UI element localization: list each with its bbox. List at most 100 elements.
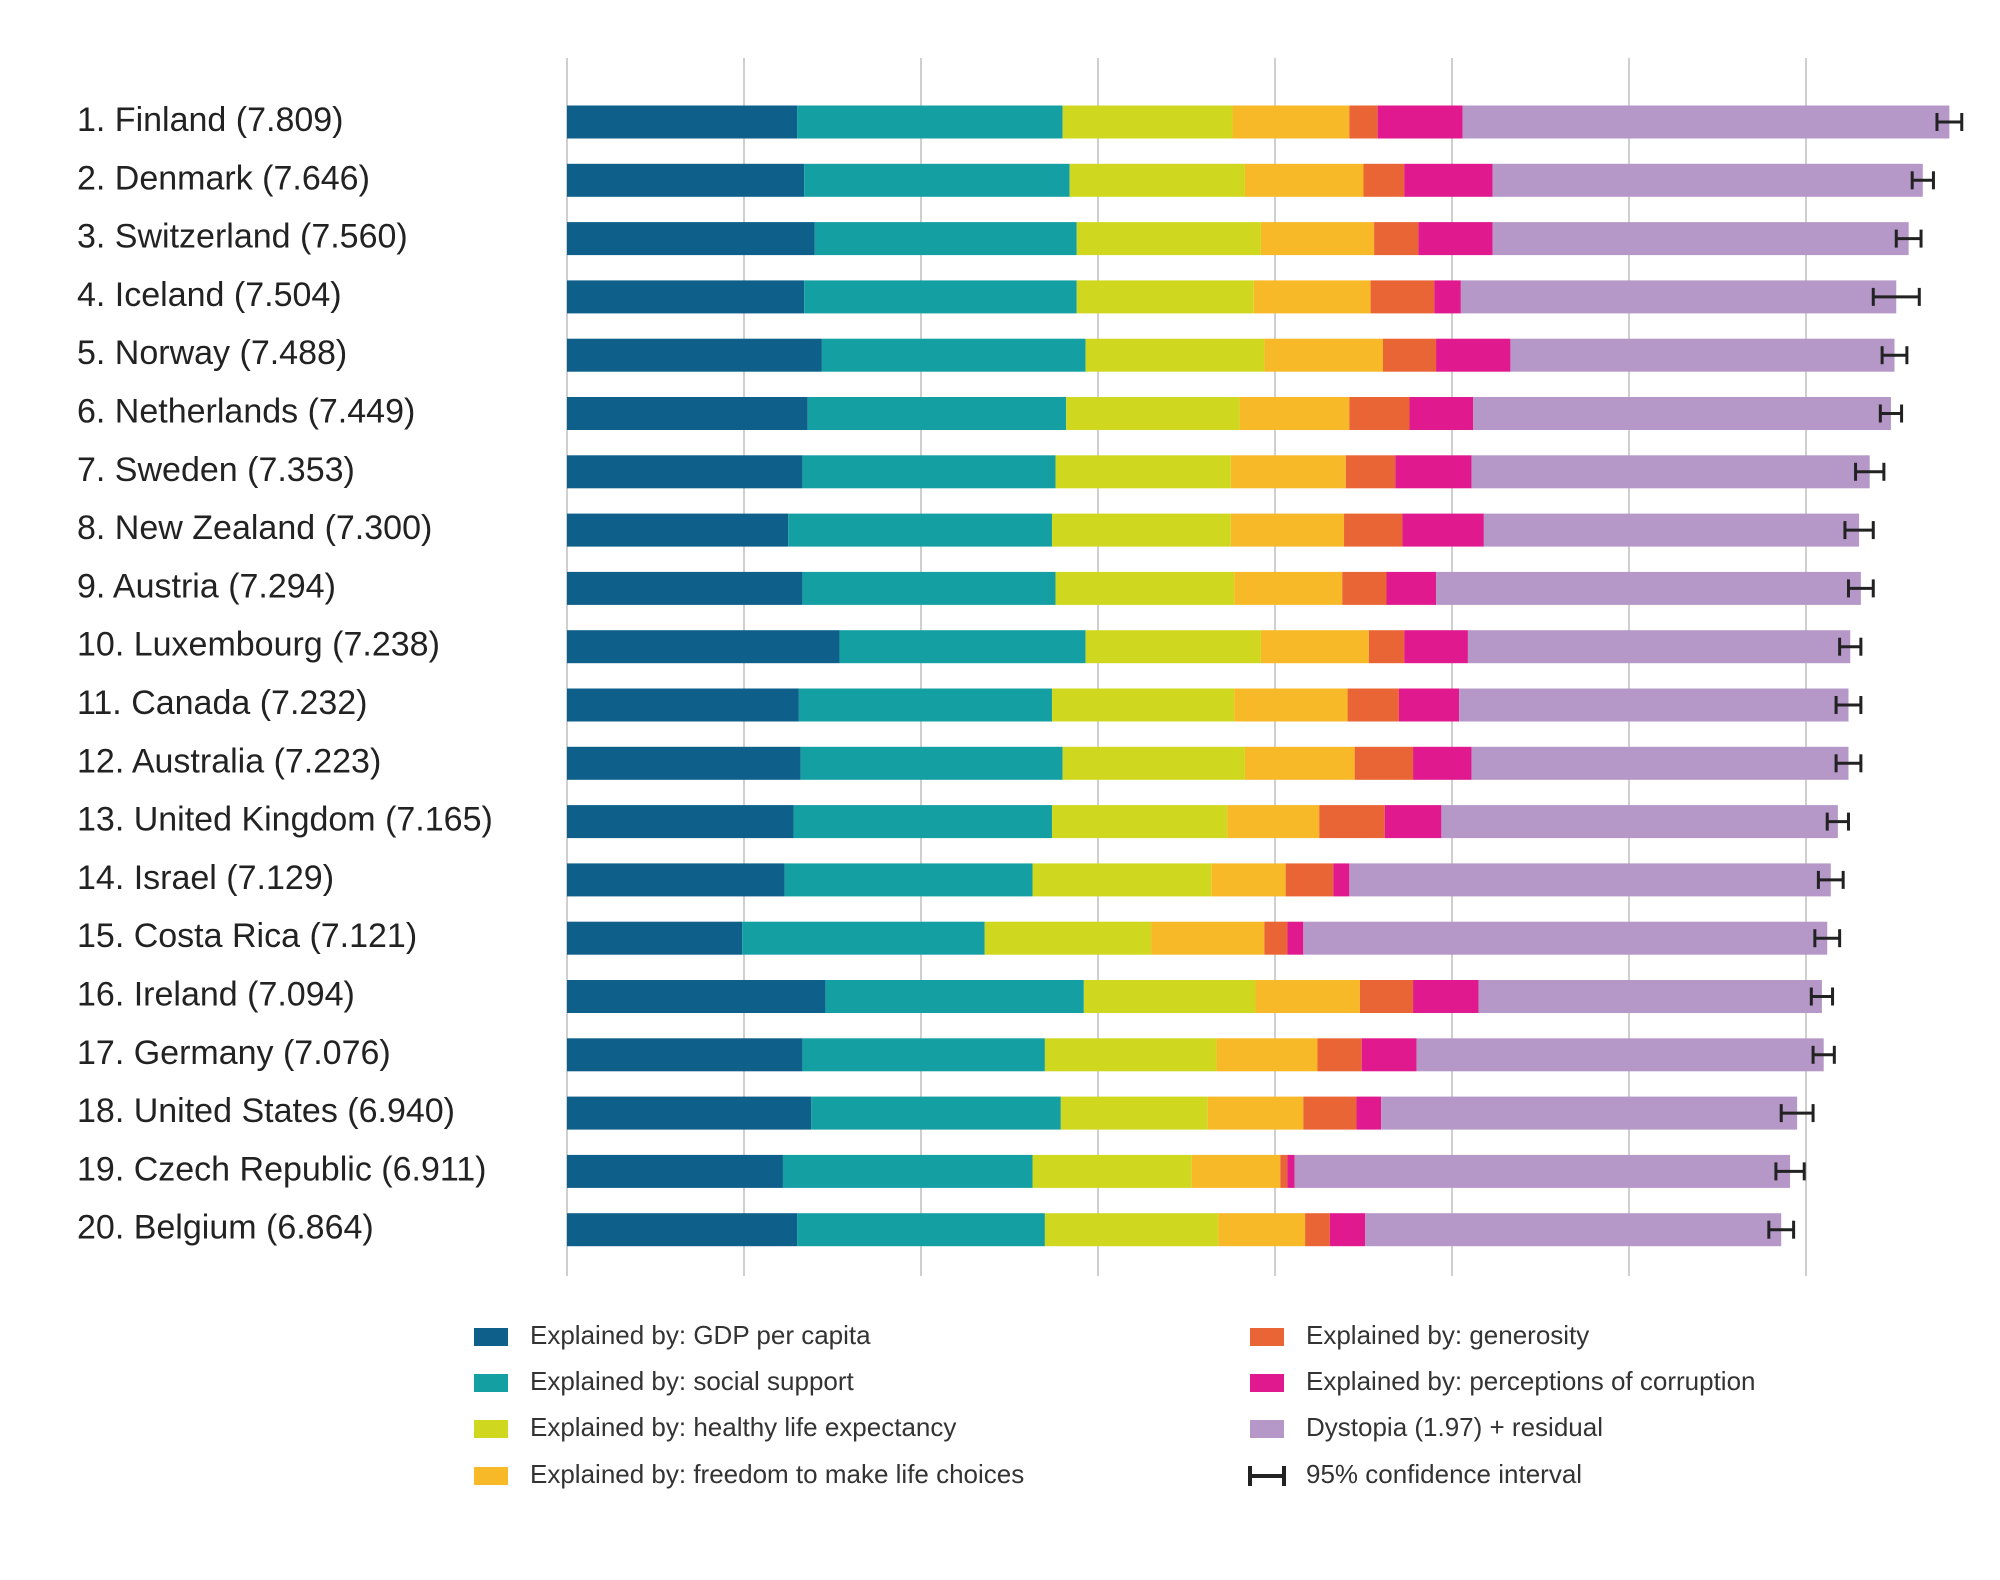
bar-segment [784,863,1033,897]
legend-label: Explained by: freedom to make life choic… [530,1459,1024,1489]
bar-segment [1368,630,1405,664]
bar-segment [1329,1213,1366,1247]
category-label: 18. United States (6.940) [77,1092,455,1130]
bar-segment [1413,980,1479,1013]
bar-segment [1253,280,1371,314]
bar-segment [1230,513,1345,547]
error-bar [1811,1045,1836,1064]
error-bar [1843,521,1875,540]
bar-segment [1305,1213,1330,1247]
bar-segment [1244,746,1355,780]
bar-segment [1083,980,1256,1013]
bar-segment [567,1154,783,1188]
bar-segment [1303,921,1828,955]
bar-segment [1349,863,1831,897]
bar-segment [1347,688,1399,722]
legend-label: Explained by: perceptions of corruption [1306,1366,1756,1396]
error-bar [1846,579,1875,598]
error-bar [1813,929,1842,948]
bar-segment [567,163,805,197]
bar-segment [1409,397,1474,430]
bar-segment [1303,1096,1357,1130]
error-bar [1779,1104,1815,1123]
legend-error-icon [1248,1466,1286,1486]
legend-swatch [474,1467,508,1485]
category-label: 13. United Kingdom (7.165) [77,801,493,839]
bar-segment [1260,222,1375,256]
error-bar [1894,229,1923,248]
category-label: 19. Czech Republic (6.911) [77,1150,486,1188]
bar-segment [1285,863,1334,897]
error-bar [1880,346,1909,365]
bar-segment [1384,805,1442,839]
bar-segment [1483,513,1860,547]
legend-label: Explained by: generosity [1306,1320,1589,1350]
bar-segment [1234,571,1343,605]
bar-segment [793,805,1052,839]
bar-segment [1264,921,1288,955]
legend-label: Explained by: social support [530,1366,855,1396]
legend-swatch [1250,1374,1284,1392]
category-label: 8. New Zealand (7.300) [77,509,432,547]
category-label: 5. Norway (7.488) [77,334,347,372]
legend-swatch [474,1328,508,1346]
category-label: 2. Denmark (7.646) [77,159,370,197]
bar-segment [1374,222,1419,256]
bar-segment [814,222,1077,256]
bar-segment [1207,1096,1304,1130]
bar-segment [1260,630,1369,664]
bar-segment [567,338,822,372]
bar-segment [1211,863,1286,897]
category-label: 7. Sweden (7.353) [77,451,355,489]
category-label: 9. Austria (7.294) [77,567,336,605]
bar-segment [1441,805,1838,839]
category-label: 17. Germany (7.076) [77,1034,391,1072]
bar-segment [1051,805,1228,839]
category-label: 6. Netherlands (7.449) [77,392,415,430]
bar-segment [1280,1154,1288,1188]
bar-segment [1418,222,1493,256]
bar-segment [1085,630,1261,664]
bar-segment [821,338,1086,372]
bar-segment [1032,863,1212,897]
bar-segment [567,280,805,314]
bar-segment [1317,1038,1362,1072]
bar-segment [567,105,798,139]
bar-segment [1264,338,1383,372]
category-label: 4. Iceland (7.504) [77,276,342,314]
bar-segment [742,921,985,955]
bar-segment [1051,688,1235,722]
bar-segment [567,921,743,955]
bar-segment [797,1213,1045,1247]
bar-segment [825,980,1084,1013]
category-label: 16. Ireland (7.094) [77,975,355,1013]
error-bar [1774,1162,1806,1181]
bar-segment [811,1096,1061,1130]
bar-segment [839,630,1086,664]
bar-segment [567,455,803,489]
category-label: 1. Finland (7.809) [77,101,344,139]
bar-segment [1044,1213,1219,1247]
bar-segment [567,863,785,897]
bar-segment [1416,1038,1824,1072]
bar-segment [1085,338,1265,372]
bar-segment [1333,863,1350,897]
bar-segment [1234,688,1348,722]
bar-segment [567,1096,812,1130]
bar-segment [1227,805,1320,839]
bar-segment [1319,805,1385,839]
bar-segment [807,397,1067,430]
bar-segment [802,1038,1045,1072]
bar-segment [1404,630,1468,664]
bar-segment [802,455,1056,489]
bar-segment [1370,280,1435,314]
bar-segment [1239,397,1350,430]
bar-segment [1244,163,1364,197]
error-bar [1910,171,1935,190]
bar-segment [1218,1213,1306,1247]
bar-segment [1363,163,1405,197]
bar-segment [1060,1096,1208,1130]
bar-segment [1365,1213,1782,1247]
